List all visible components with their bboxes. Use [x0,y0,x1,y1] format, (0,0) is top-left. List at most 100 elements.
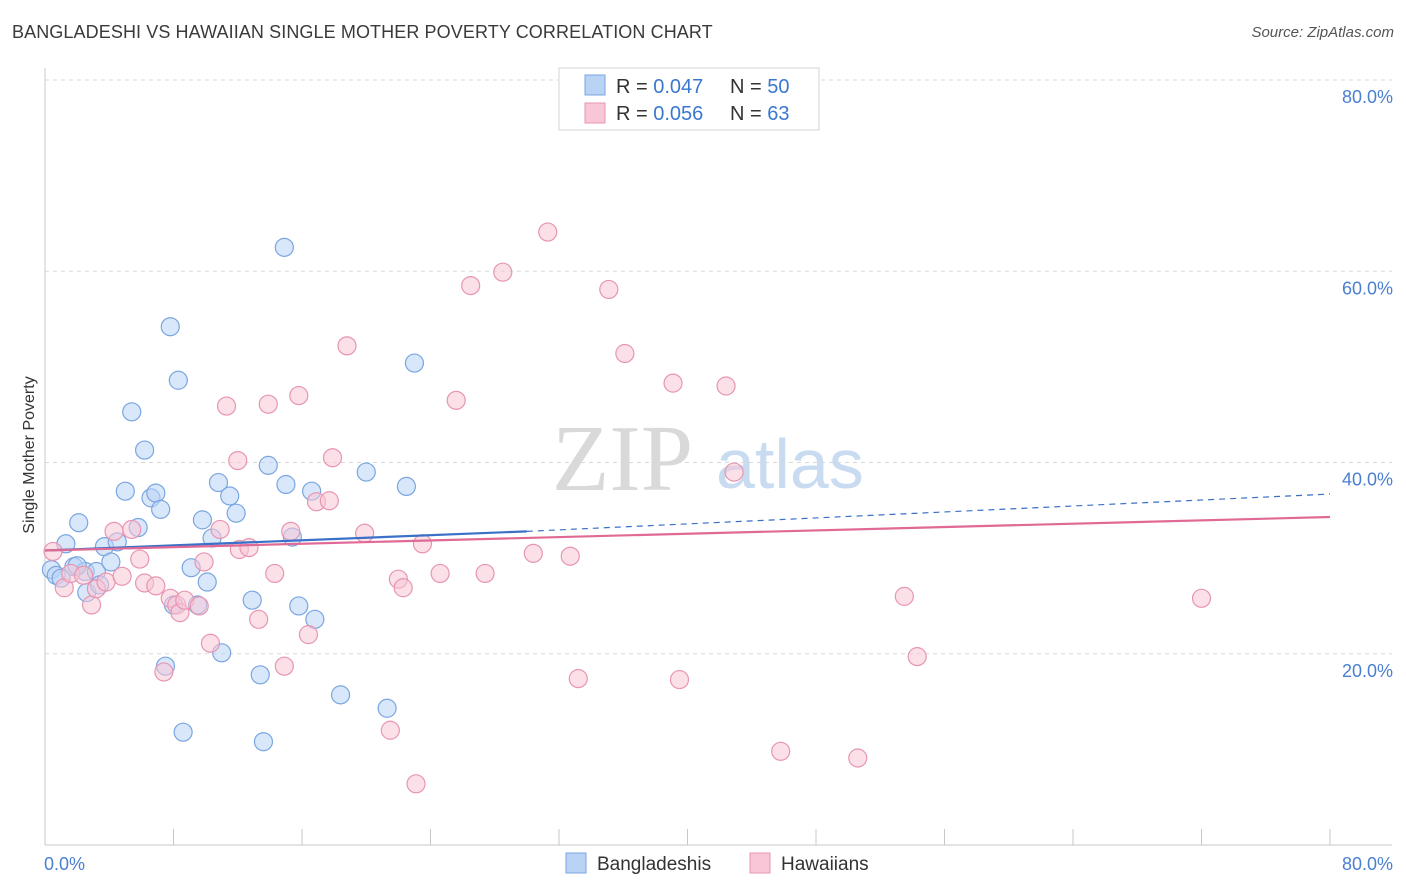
hawaiian-point-23 [228,450,248,471]
bangladeshi-point-45 [377,698,397,718]
bangladeshi-point-43 [330,685,351,705]
hawaiian-point-40 [393,578,413,598]
bangladeshi-point-40 [289,596,309,616]
legend-n-label-1: N = [730,76,767,98]
y-tick-label-1: 40.0% [1342,470,1393,490]
hawaiian-point-42 [412,534,433,554]
tick-labels: 20.0% 40.0% 60.0% 80.0% 0.0% 80.0% [44,87,1393,874]
bangladeshi-point-17 [146,483,166,503]
hawaiian-point-60 [894,586,914,606]
svg-text:N = 50: N = 50 [730,76,790,98]
legend-r-label-2: R = [616,103,653,125]
hawaiian-point-52 [599,279,619,300]
legend-n-label-2: N = [730,103,767,125]
x-tick-label-1: 80.0% [1342,854,1393,874]
x-tick-label-0: 0.0% [44,854,85,874]
hawaiian-point-53 [615,343,635,364]
source-label: Source: ZipAtlas.com [1251,24,1394,41]
bangladeshi-point-27 [197,572,217,592]
hawaiian-point-20 [200,633,221,653]
bangladeshi-point-20 [160,317,180,337]
bottom-legend-swatch-hawaiian [749,852,771,874]
hawaiian-point-9 [122,519,142,540]
hawaiian-point-49 [538,222,558,242]
correlation-legend: R = 0.047 N = 50 R = 0.056 N = 63 [558,67,820,131]
bangladeshi-point-12 [115,481,135,501]
hawaiian-point-46 [475,563,495,584]
hawaiian-trend-line [44,515,1331,552]
hawaiian-point-27 [258,394,278,414]
bangladeshi-point-38 [276,474,296,495]
svg-text:R = 0.047: R = 0.047 [616,76,703,98]
legend-n-value-1: 50 [767,76,789,98]
bangladeshi-point-31 [220,486,240,506]
bangladeshi-point-23 [173,722,193,742]
axes [44,68,1392,846]
y-tick-label-2: 60.0% [1342,278,1393,298]
hawaiian-point-41 [406,774,426,794]
legend-n-value-2: 63 [767,103,789,125]
hawaiian-point-47 [493,262,513,282]
hawaiian-point-21 [210,519,230,540]
hawaiian-point-8 [112,566,132,586]
hawaiian-point-35 [322,448,343,468]
y-tick-label-0: 20.0% [1342,661,1393,681]
bangladeshi-point-47 [404,353,425,373]
hawaiian-point-58 [771,741,791,761]
hawaiian-points [43,222,1212,794]
series-legend: Bangladeshis Hawaiians [565,852,869,875]
hawaiian-point-28 [265,563,285,584]
bangladeshi-points [41,237,425,752]
hawaiian-point-29 [274,656,294,676]
legend-r-label-1: R = [616,76,653,98]
bangladeshi-point-26 [192,510,213,530]
bangladeshi-point-44 [356,462,376,482]
hawaiian-point-6 [96,572,116,592]
hawaiian-point-56 [716,376,736,396]
bangladeshi-point-36 [258,455,278,475]
hawaiian-point-45 [461,275,481,296]
hawaiian-point-38 [380,720,400,740]
bangladeshi-point-18 [151,499,171,519]
hawaiian-point-32 [298,625,319,645]
bottom-legend-swatch-bangladeshi [565,852,587,874]
svg-text:N = 63: N = 63 [730,103,790,125]
hawaiian-point-34 [319,491,339,511]
hawaiian-point-51 [568,669,588,689]
bangladeshi-point-13 [122,402,142,422]
hawaiian-point-30 [281,521,301,541]
bangladeshi-point-4 [69,513,89,533]
bangladeshi-point-22 [168,370,188,390]
hawaiian-point-0 [43,541,63,562]
bangladeshi-point-10 [101,552,121,572]
bangladeshi-point-35 [253,732,274,752]
hawaiian-point-48 [523,543,543,563]
hawaiian-point-13 [154,662,174,682]
hawaiian-point-61 [907,647,927,667]
hawaiian-point-31 [289,385,309,406]
hawaiian-point-55 [669,669,690,690]
svg-text:R = 0.056: R = 0.056 [616,103,703,125]
watermark-zip: ZIP [552,407,693,511]
bottom-legend-label-hawaiian: Hawaiians [781,854,869,875]
hawaiian-point-44 [446,390,466,410]
bangladeshi-point-46 [396,476,417,497]
y-axis-title: Single Mother Poverty [21,376,38,533]
chart-title: BANGLADESHI VS HAWAIIAN SINGLE MOTHER PO… [12,22,713,42]
hawaiian-point-57 [724,462,744,482]
bangladeshi-trend-extension [526,493,1331,532]
hawaiian-point-43 [430,563,450,584]
hawaiian-point-3 [73,565,94,585]
hawaiian-point-7 [104,521,124,541]
bottom-legend-label-bangladeshi: Bangladeshis [597,854,711,875]
bangladeshi-point-15 [134,440,155,460]
bangladeshi-point-34 [250,665,270,685]
watermark-atlas: atlas [716,425,864,503]
bangladeshi-point-33 [242,590,262,610]
hawaiian-point-54 [663,373,683,393]
y-tick-label-3: 80.0% [1342,87,1393,107]
bangladeshi-point-37 [274,237,294,257]
trend-lines [44,493,1331,552]
hawaiian-point-19 [194,552,214,572]
